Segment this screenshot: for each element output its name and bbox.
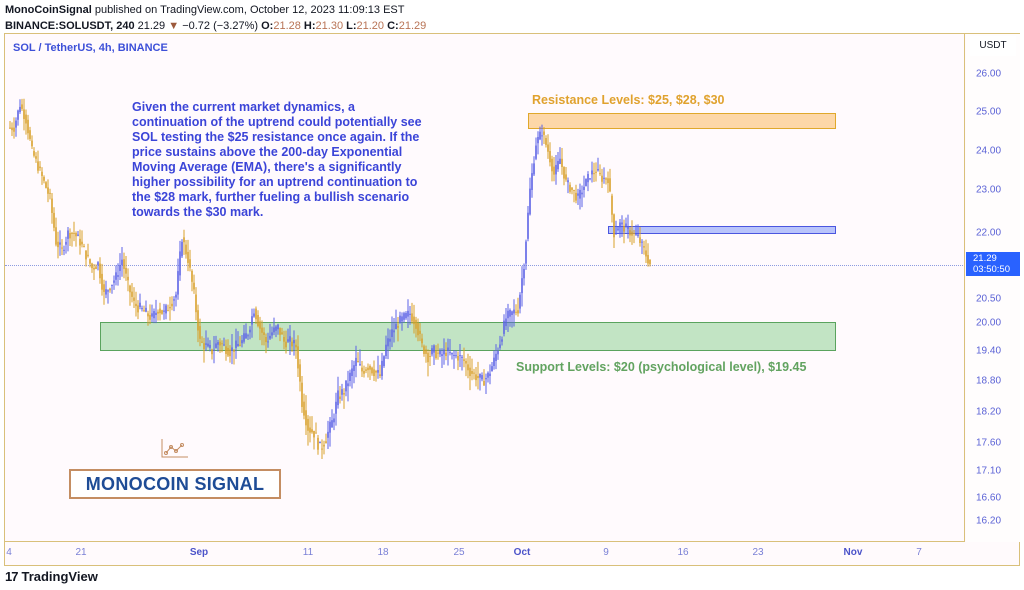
tradingview-logo-icon: 17 bbox=[5, 569, 19, 584]
time-tick: 4 bbox=[6, 547, 12, 558]
last-price-tag: 21.29 03:50:50 bbox=[966, 252, 1020, 276]
price-axis[interactable]: USDT 26.00 25.00 24.00 23.00 22.00 20.50 20.00… bbox=[966, 34, 1020, 542]
support-label[interactable]: Support Levels: $20 (psychological level… bbox=[516, 360, 807, 374]
last-price-line bbox=[5, 265, 964, 266]
price-tick: 20.50 bbox=[976, 293, 1002, 305]
time-tick: 7 bbox=[916, 547, 922, 558]
bar-countdown: 03:50:50 bbox=[973, 264, 1010, 275]
price-tick: 25.00 bbox=[976, 106, 1002, 118]
close-value: 21.29 bbox=[398, 20, 427, 32]
time-tick: 11 bbox=[302, 547, 314, 558]
published-info: published on TradingView.com, October 12… bbox=[94, 4, 405, 16]
high-label: H: bbox=[303, 20, 316, 32]
candlestick-series bbox=[9, 98, 651, 459]
time-axis[interactable]: 4 21 Sep 11 18 25 Oct 9 16 23 Nov 7 bbox=[5, 543, 965, 565]
open-label: O: bbox=[261, 20, 274, 32]
time-tick: 9 bbox=[603, 547, 609, 558]
time-tick: 25 bbox=[453, 547, 465, 558]
brand-badge: MONOCOIN SIGNAL bbox=[69, 469, 281, 499]
price-tick: 19.40 bbox=[976, 345, 1002, 357]
price-tick: 20.00 bbox=[976, 317, 1002, 329]
intermediate-zone[interactable] bbox=[608, 226, 836, 234]
time-tick: Sep bbox=[189, 547, 209, 558]
price-tick: 17.10 bbox=[976, 465, 1002, 477]
open-value: 21.28 bbox=[273, 20, 301, 32]
time-tick: 18 bbox=[377, 547, 389, 558]
price-tick: 16.60 bbox=[976, 492, 1002, 504]
last-price: 21.29 bbox=[137, 20, 166, 32]
price-tick: 18.20 bbox=[976, 406, 1002, 418]
line-chart-icon bbox=[161, 439, 188, 458]
price-tick: 17.60 bbox=[976, 437, 1002, 449]
price-tick: 24.00 bbox=[976, 145, 1002, 157]
high-value: 21.30 bbox=[315, 20, 344, 32]
price-tick: 16.20 bbox=[976, 515, 1002, 527]
time-tick: 21 bbox=[75, 547, 87, 558]
publication-header: MonoCoinSignal published on TradingView.… bbox=[5, 3, 426, 33]
price-change: −0.72 (−3.27%) bbox=[182, 20, 259, 32]
chart-legend[interactable]: SOL / TetherUS, 4h, BINANCE bbox=[13, 42, 168, 54]
price-tick: 26.00 bbox=[976, 68, 1002, 80]
tradingview-logo-text: TradingView bbox=[21, 569, 98, 584]
tradingview-logo[interactable]: 17 TradingView bbox=[5, 569, 98, 584]
time-tick: 23 bbox=[752, 547, 764, 558]
low-label: L: bbox=[346, 20, 357, 32]
currency-label[interactable]: USDT bbox=[970, 36, 1016, 56]
time-tick: 16 bbox=[677, 547, 689, 558]
chart-plot-area[interactable]: SOL / TetherUS, 4h, BINANCE Given the cu… bbox=[5, 34, 965, 542]
triangle-down-icon: ▼ bbox=[168, 20, 180, 32]
author-name[interactable]: MonoCoinSignal bbox=[5, 4, 92, 16]
time-tick: Oct bbox=[513, 547, 531, 558]
price-tick: 18.80 bbox=[976, 375, 1002, 387]
resistance-zone[interactable] bbox=[528, 113, 836, 129]
last-price-value: 21.29 bbox=[973, 253, 997, 264]
resistance-label[interactable]: Resistance Levels: $25, $28, $30 bbox=[532, 93, 725, 107]
symbol-interval: BINANCE:SOLUSDT, 240 bbox=[5, 20, 135, 32]
support-zone[interactable] bbox=[100, 322, 836, 351]
price-tick: 22.00 bbox=[976, 227, 1002, 239]
commentary-text[interactable]: Given the current market dynamics, a con… bbox=[132, 100, 422, 219]
low-value: 21.20 bbox=[356, 20, 385, 32]
price-tick: 23.00 bbox=[976, 184, 1002, 196]
time-tick: Nov bbox=[843, 547, 863, 558]
chart-frame: SOL / TetherUS, 4h, BINANCE Given the cu… bbox=[4, 33, 1020, 566]
close-label: C: bbox=[387, 20, 399, 32]
